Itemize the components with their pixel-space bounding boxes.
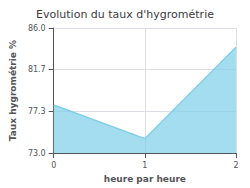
svg-text:Evolution du taux d'hygrométri: Evolution du taux d'hygrométrie <box>36 8 214 21</box>
svg-text:0: 0 <box>51 161 56 170</box>
svg-text:77.3: 77.3 <box>28 107 46 116</box>
svg-text:Taux hygrométrie %: Taux hygrométrie % <box>8 40 18 141</box>
svg-text:81.7: 81.7 <box>28 65 46 74</box>
svg-text:2: 2 <box>233 161 238 170</box>
svg-text:1: 1 <box>142 161 147 170</box>
svg-text:86.0: 86.0 <box>28 24 46 33</box>
svg-text:heure par heure: heure par heure <box>104 174 186 184</box>
svg-text:73.0: 73.0 <box>28 149 46 158</box>
